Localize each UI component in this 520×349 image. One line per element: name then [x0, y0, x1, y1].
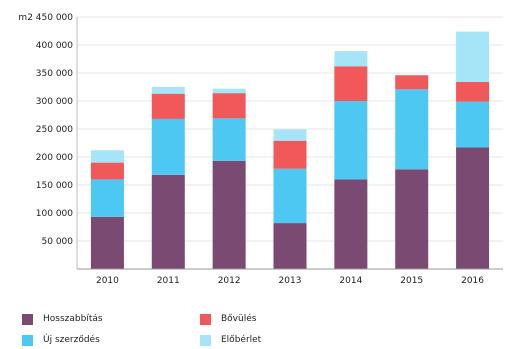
bar-segment	[212, 160, 246, 269]
x-tick-label: 2015	[400, 276, 423, 286]
bar-segment	[395, 169, 429, 269]
x-tick-label: 2013	[279, 276, 302, 286]
bar-segment	[273, 129, 307, 141]
x-tick-label: 2016	[461, 276, 484, 286]
y-tick-label: 400 000	[36, 41, 73, 51]
bar-segment	[151, 87, 185, 94]
legend-swatch	[200, 313, 211, 325]
bar-segment	[151, 174, 185, 269]
y-tick-label: 300 000	[36, 97, 73, 107]
bar-segment	[456, 81, 490, 102]
bar-segment	[395, 89, 429, 170]
legend-label: Előbérlet	[221, 335, 262, 345]
grid-lines	[77, 16, 503, 242]
bar-segment	[151, 93, 185, 119]
legend: Hosszabbítás Bővülés Új szerződés Előbér…	[22, 312, 382, 348]
legend-label: Bővülés	[221, 314, 257, 324]
bar-segment	[395, 75, 429, 90]
x-tick-labels: 2010 2011 2012 2013 2014 2015 2016	[96, 276, 484, 286]
legend-item-elober: Előbérlet	[200, 333, 261, 347]
bar-segment	[334, 101, 368, 180]
axes	[76, 17, 503, 270]
bar-segment	[212, 93, 246, 119]
y-axis-top-label: m2 450 000	[18, 13, 73, 23]
y-tick-label: 50 000	[42, 237, 74, 247]
legend-label: Hosszabbítás	[43, 314, 103, 324]
legend-swatch	[22, 334, 33, 346]
x-tick-label: 2011	[157, 276, 180, 286]
bar-segment	[90, 179, 124, 217]
legend-item-hosszabbitas: Hosszabbítás	[22, 312, 103, 326]
y-tick-label: 250 000	[36, 125, 73, 135]
bar-segment	[90, 162, 124, 180]
bar-segment	[334, 179, 368, 269]
legend-label: Új szerződés	[43, 335, 100, 345]
bar-segment	[456, 101, 490, 148]
bar-segment	[273, 140, 307, 169]
y-tick-label: 150 000	[36, 181, 73, 191]
bar-segment	[151, 118, 185, 175]
bar-segment	[334, 66, 368, 101]
x-tick-label: 2010	[96, 276, 119, 286]
bar-segment	[90, 150, 124, 163]
bar-segment	[456, 147, 490, 269]
y-tick-label: 100 000	[36, 209, 73, 219]
y-tick-label: 200 000	[36, 153, 73, 163]
bar-segment	[273, 223, 307, 269]
legend-swatch	[22, 313, 33, 325]
x-tick-label: 2012	[218, 276, 241, 286]
y-tick-labels: 50 000 100 000 150 000 200 000 250 000 300 00…	[18, 13, 73, 247]
y-tick-label: 350 000	[36, 69, 73, 79]
bar-segment	[90, 216, 124, 269]
bar-segment	[456, 31, 490, 82]
legend-item-uj-szerzodes: Új szerződés	[22, 333, 100, 347]
bar-segment	[334, 51, 368, 67]
legend-item-bovules: Bővülés	[200, 312, 256, 326]
bar-segment	[212, 118, 246, 161]
legend-swatch	[200, 334, 211, 346]
bar-segment	[273, 168, 307, 224]
bars	[90, 31, 490, 269]
x-tick-label: 2014	[339, 276, 362, 286]
bar-segment	[212, 88, 246, 94]
